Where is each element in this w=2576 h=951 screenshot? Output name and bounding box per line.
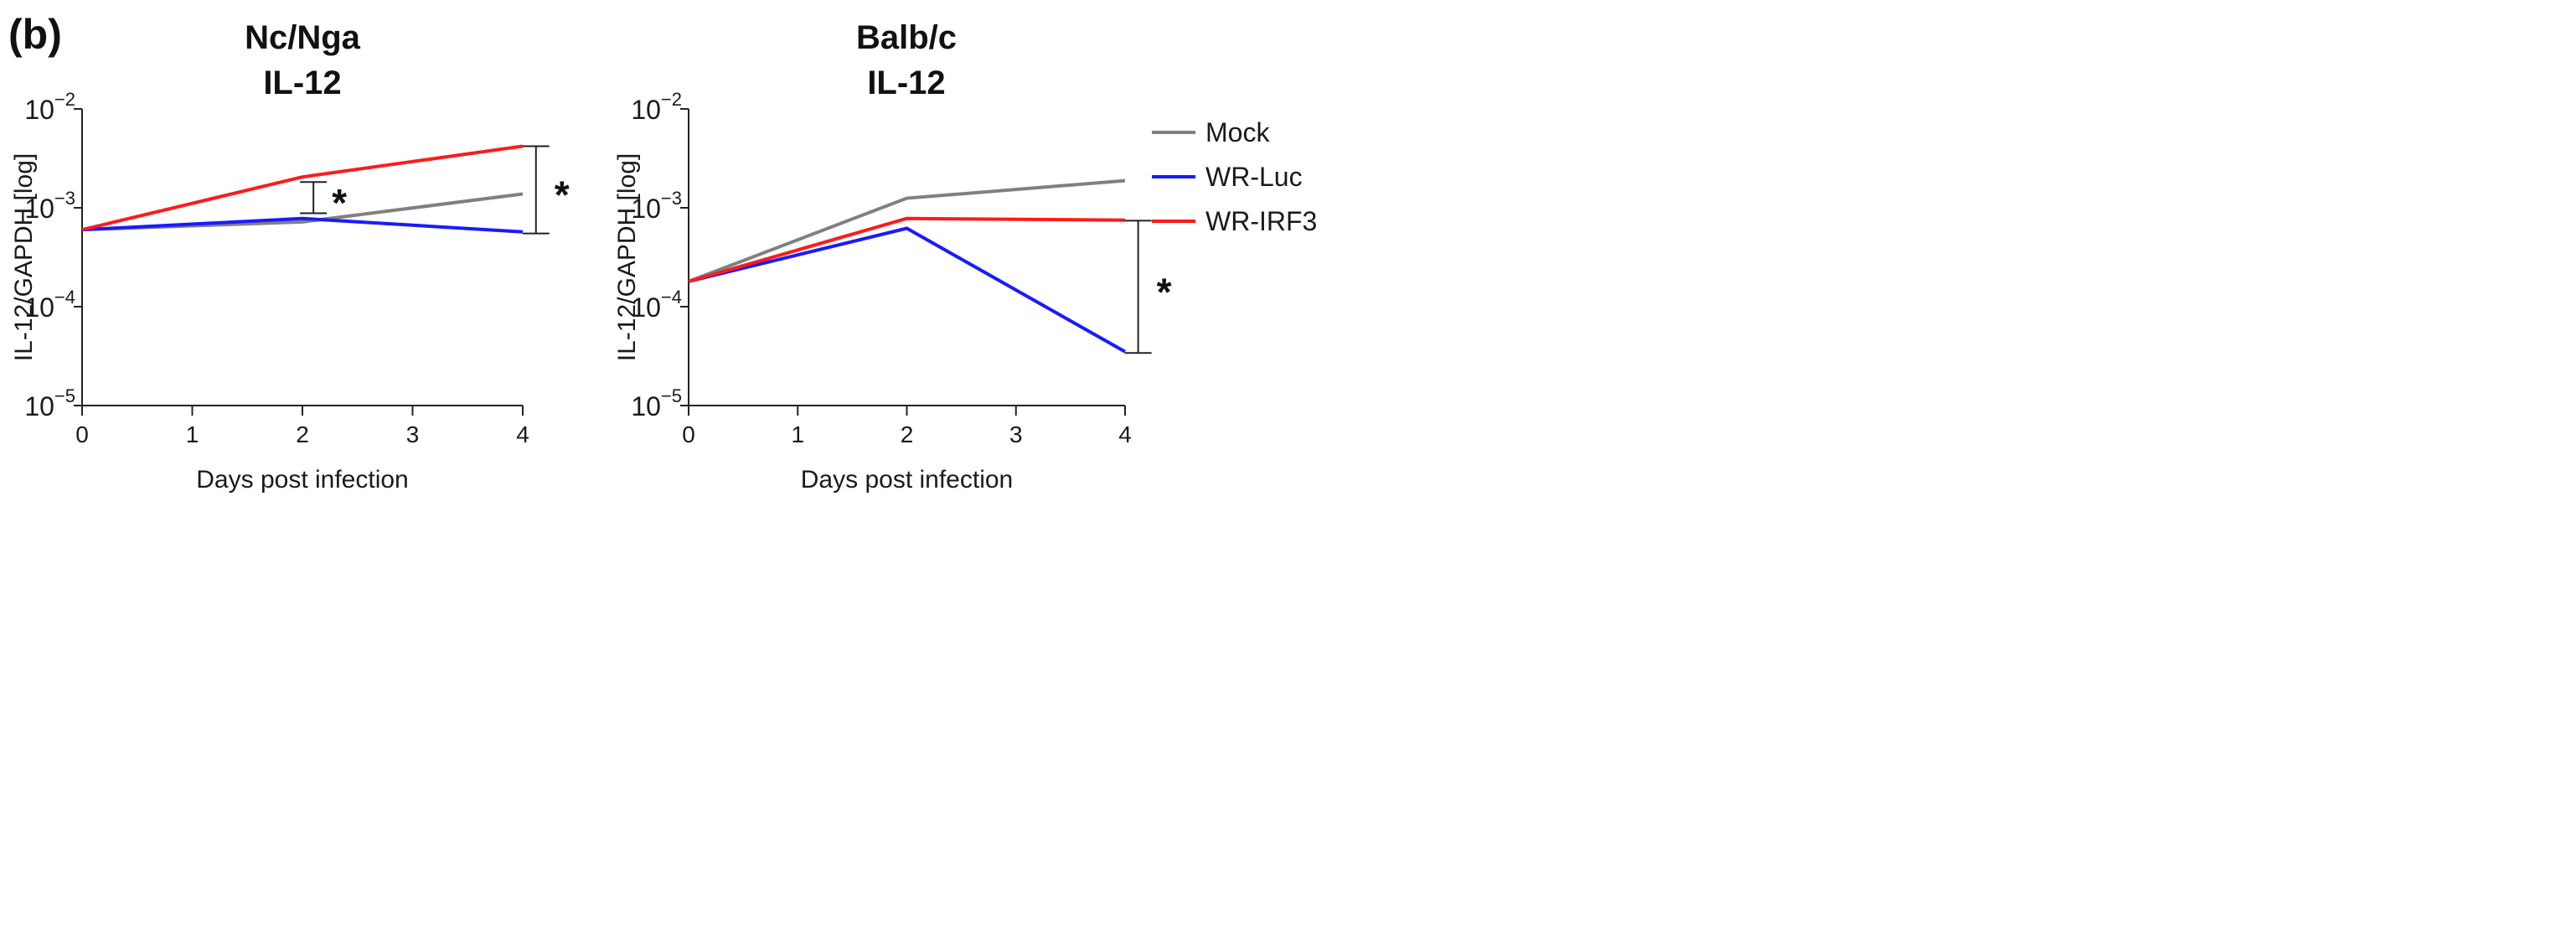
x-tick-label: 4 bbox=[1118, 421, 1132, 447]
series-line-wr-irf3 bbox=[688, 216, 1126, 283]
series-line-mock bbox=[81, 192, 524, 232]
legend-label: WR-IRF3 bbox=[1205, 206, 1317, 236]
legend-label: WR-Luc bbox=[1205, 162, 1303, 192]
y-axis-label: IL-12/GAPDH [log] bbox=[10, 153, 38, 361]
chart-title-line2: IL-12 bbox=[867, 65, 945, 101]
significance-asterisk: * bbox=[555, 173, 570, 217]
y-tick-label: 10−5 bbox=[24, 385, 75, 421]
chart-title-line2: IL-12 bbox=[263, 65, 341, 101]
chart-title-line1: Nc/Nga bbox=[245, 19, 361, 56]
legend-label: Mock bbox=[1205, 117, 1270, 147]
x-axis-label: Days post infection bbox=[801, 466, 1013, 494]
x-tick-label: 3 bbox=[1009, 421, 1023, 447]
x-axis-label: Days post infection bbox=[196, 466, 408, 494]
series-line-mock bbox=[688, 178, 1126, 283]
x-tick-label: 1 bbox=[186, 421, 199, 447]
series-line-wr-irf3 bbox=[81, 144, 524, 232]
y-tick-label: 10−5 bbox=[631, 385, 682, 421]
panel-label: (b) bbox=[8, 11, 62, 58]
series-line-wr-luc bbox=[81, 216, 524, 234]
significance-asterisk: * bbox=[1157, 270, 1172, 313]
x-tick-label: 0 bbox=[75, 421, 89, 447]
y-tick-label: 10−3 bbox=[631, 188, 682, 224]
y-tick-label: 10−4 bbox=[631, 287, 682, 323]
x-tick-label: 1 bbox=[791, 421, 804, 447]
series-line-wr-luc bbox=[688, 226, 1126, 354]
y-tick-label: 10−3 bbox=[24, 188, 75, 224]
chart-balb-c: Balb/c IL-12 0 1 2 3 4 10−2 10−3 10−4 10−5 Days pos… bbox=[613, 19, 1172, 494]
y-tick-label: 10−2 bbox=[24, 89, 75, 125]
x-tick-label: 4 bbox=[516, 421, 529, 447]
legend: Mock WR-Luc WR-IRF3 bbox=[1152, 117, 1317, 236]
x-tick-label: 0 bbox=[682, 421, 695, 447]
chart-nc-nga: Nc/Nga IL-12 0 1 2 3 4 10−2 10−3 10−4 10−5 Days pos… bbox=[10, 19, 570, 494]
y-tick-label: 10−2 bbox=[631, 89, 682, 125]
x-tick-label: 2 bbox=[296, 421, 309, 447]
y-axis-label: IL-12/GAPDH [log] bbox=[613, 153, 641, 361]
x-tick-label: 3 bbox=[406, 421, 420, 447]
y-tick-label: 10−4 bbox=[24, 287, 75, 323]
chart-title-line1: Balb/c bbox=[856, 19, 957, 56]
significance-asterisk: * bbox=[332, 181, 347, 225]
x-tick-label: 2 bbox=[901, 421, 914, 447]
